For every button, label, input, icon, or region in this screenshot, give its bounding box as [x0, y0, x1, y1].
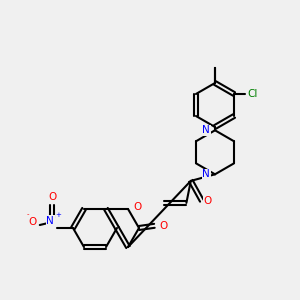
Text: O: O: [204, 196, 212, 206]
Text: N: N: [46, 216, 54, 226]
Text: N: N: [202, 125, 210, 135]
Text: O: O: [29, 217, 37, 227]
Text: +: +: [55, 212, 61, 218]
Text: O: O: [133, 202, 141, 212]
Text: O: O: [159, 221, 168, 231]
Text: N: N: [202, 169, 210, 179]
Text: Cl: Cl: [247, 89, 258, 99]
Text: -: -: [27, 211, 29, 217]
Text: O: O: [48, 192, 56, 202]
